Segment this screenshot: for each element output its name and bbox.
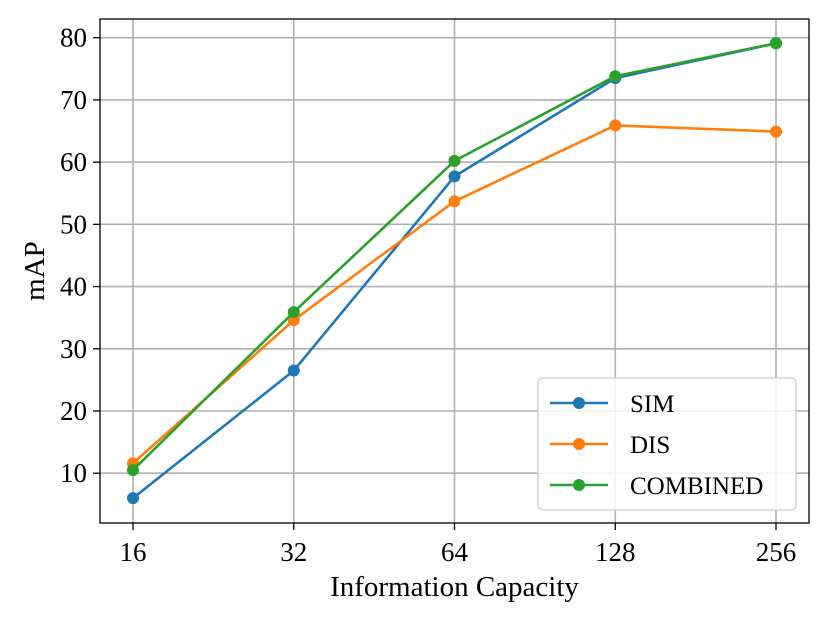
- data-point: [287, 306, 300, 319]
- data-point: [448, 170, 461, 183]
- legend-marker: [573, 479, 585, 491]
- grid-lines: [100, 19, 809, 523]
- series-combined: [127, 37, 782, 477]
- data-point: [609, 70, 622, 83]
- y-tick-label: 30: [60, 334, 87, 364]
- y-tick-label: 70: [60, 85, 87, 115]
- x-tick-label: 16: [120, 537, 147, 567]
- y-tick-label: 40: [60, 272, 87, 302]
- data-point: [127, 464, 139, 477]
- legend: SIM DIS COMBINED: [537, 377, 797, 511]
- legend-marker: [573, 438, 585, 450]
- legend-label: DIS: [630, 432, 670, 459]
- y-tick-label: 20: [60, 396, 87, 426]
- legend-item-dis: DIS: [550, 432, 670, 459]
- legend-marker: [573, 397, 585, 409]
- x-tick-label: 32: [280, 537, 307, 567]
- series-layer: [127, 37, 782, 505]
- legend-box: [537, 377, 797, 511]
- y-tick-label: 80: [60, 23, 87, 53]
- x-axis-label: Information Capacity: [330, 571, 579, 603]
- axis-ticks: 16 32 64 128 256 10 20 30 40 50 60 70 80: [60, 23, 796, 567]
- legend-item-combined: COMBINED: [550, 473, 763, 500]
- data-point: [770, 125, 782, 138]
- data-point: [609, 119, 622, 132]
- x-tick-label: 256: [756, 537, 797, 567]
- y-tick-label: 10: [60, 458, 87, 488]
- data-point: [770, 37, 782, 50]
- data-point: [448, 195, 461, 208]
- legend-item-sim: SIM: [550, 391, 674, 418]
- legend-label: COMBINED: [630, 473, 763, 500]
- legend-label: SIM: [630, 391, 674, 418]
- x-tick-label: 128: [595, 537, 636, 567]
- y-tick-label: 60: [60, 147, 87, 177]
- data-point: [287, 364, 300, 377]
- y-axis-label: mAP: [19, 241, 51, 301]
- y-tick-label: 50: [60, 209, 87, 239]
- data-point: [127, 492, 139, 505]
- x-tick-label: 64: [441, 537, 469, 567]
- data-point: [448, 154, 461, 167]
